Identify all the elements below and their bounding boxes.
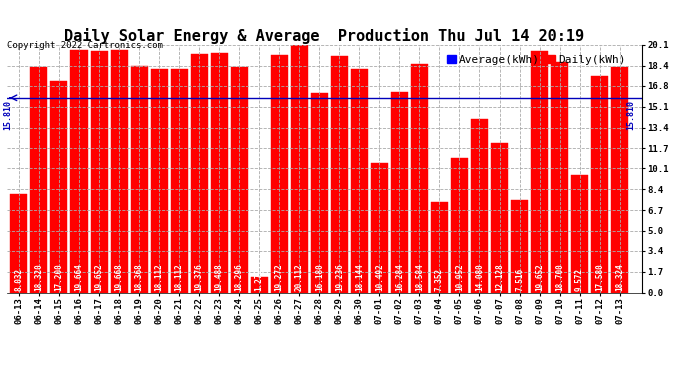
Text: 10.952: 10.952 — [455, 263, 464, 291]
Bar — [190, 54, 208, 292]
Bar — [391, 92, 408, 292]
Text: Copyright 2022 Cartronics.com: Copyright 2022 Cartronics.com — [7, 41, 163, 50]
Bar — [50, 81, 68, 292]
Bar — [250, 277, 268, 292]
Text: 18.324: 18.324 — [615, 263, 624, 291]
Text: 10.492: 10.492 — [375, 263, 384, 291]
Text: 7.352: 7.352 — [435, 267, 444, 291]
Text: 18.700: 18.700 — [555, 263, 564, 291]
Text: 20.112: 20.112 — [295, 263, 304, 291]
Bar — [150, 69, 168, 292]
Bar — [310, 93, 328, 292]
Bar — [531, 51, 548, 292]
Text: 18.112: 18.112 — [155, 263, 164, 291]
Bar — [331, 56, 348, 292]
Text: 19.664: 19.664 — [75, 263, 83, 291]
Bar — [70, 50, 88, 292]
Bar — [611, 67, 628, 292]
Bar — [10, 194, 28, 292]
Bar — [230, 67, 248, 292]
Text: 18.144: 18.144 — [355, 263, 364, 291]
Text: 19.488: 19.488 — [215, 263, 224, 291]
Text: 19.652: 19.652 — [535, 263, 544, 291]
Text: 16.180: 16.180 — [315, 263, 324, 291]
Text: 18.296: 18.296 — [235, 263, 244, 291]
Text: 8.032: 8.032 — [14, 267, 23, 291]
Text: 14.080: 14.080 — [475, 263, 484, 291]
Text: 12.128: 12.128 — [495, 263, 504, 291]
Bar — [210, 53, 228, 292]
Bar — [411, 64, 428, 292]
Bar — [451, 158, 468, 292]
Text: 19.272: 19.272 — [275, 263, 284, 291]
Text: 19.376: 19.376 — [195, 263, 204, 291]
Bar — [491, 143, 508, 292]
Bar — [571, 175, 588, 292]
Bar — [130, 66, 148, 292]
Text: 16.284: 16.284 — [395, 263, 404, 291]
Text: 18.584: 18.584 — [415, 263, 424, 291]
Bar — [90, 51, 108, 292]
Text: 15.810: 15.810 — [3, 100, 12, 130]
Title: Daily Solar Energy & Average  Production Thu Jul 14 20:19: Daily Solar Energy & Average Production … — [64, 28, 584, 44]
Text: 17.200: 17.200 — [55, 263, 63, 291]
Text: 19.236: 19.236 — [335, 263, 344, 291]
Bar — [371, 163, 388, 292]
Text: 17.580: 17.580 — [595, 263, 604, 291]
Text: 1.272: 1.272 — [255, 267, 264, 291]
Bar — [591, 76, 608, 292]
Text: 9.572: 9.572 — [575, 267, 584, 291]
Bar — [351, 69, 368, 292]
Legend: Average(kWh), Daily(kWh): Average(kWh), Daily(kWh) — [442, 51, 630, 69]
Text: 7.516: 7.516 — [515, 267, 524, 291]
Bar — [170, 69, 188, 292]
Bar — [471, 119, 488, 292]
Bar — [511, 200, 528, 292]
Bar — [30, 67, 48, 292]
Text: 19.652: 19.652 — [95, 263, 103, 291]
Bar — [551, 62, 568, 292]
Bar — [431, 202, 448, 292]
Text: 18.368: 18.368 — [135, 263, 144, 291]
Text: 19.668: 19.668 — [115, 263, 124, 291]
Bar — [270, 55, 288, 292]
Text: 18.320: 18.320 — [34, 263, 43, 291]
Text: 18.112: 18.112 — [175, 263, 184, 291]
Bar — [110, 50, 128, 292]
Bar — [290, 45, 308, 292]
Text: 15.810: 15.810 — [627, 100, 635, 130]
